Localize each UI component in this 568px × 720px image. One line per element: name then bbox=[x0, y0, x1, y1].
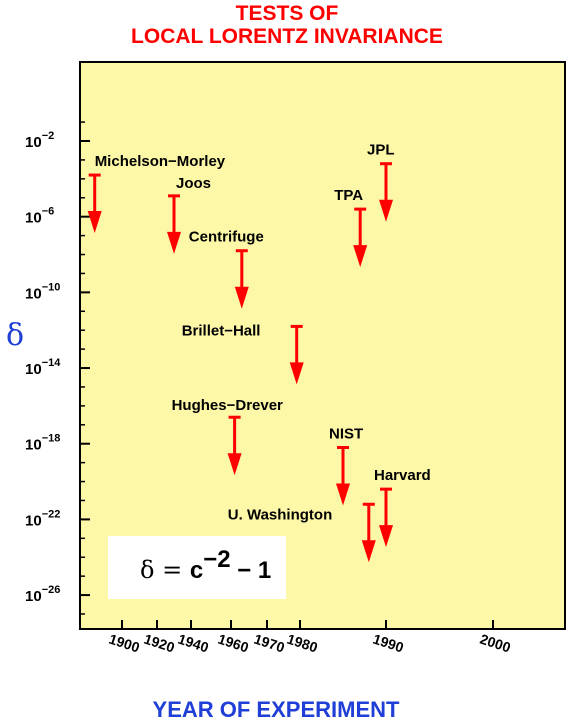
formula-lhs: δ = bbox=[140, 556, 190, 584]
y-tick-base: 10 bbox=[25, 361, 42, 378]
y-axis-label: δ bbox=[6, 318, 24, 353]
limit-arrowhead bbox=[379, 199, 393, 222]
data-point: Harvard bbox=[374, 467, 431, 548]
limit-arrowhead bbox=[234, 286, 249, 309]
limit-arrowhead bbox=[227, 453, 242, 476]
y-tick-exponent: −6 bbox=[42, 206, 55, 218]
y-tick-exponent: −22 bbox=[42, 508, 61, 520]
x-tick-label: 1940 bbox=[176, 631, 211, 656]
y-tick-base: 10 bbox=[25, 285, 42, 302]
plot-area bbox=[79, 61, 566, 630]
y-tick-label: 10−2 bbox=[25, 130, 54, 151]
data-point: Brillet−Hall bbox=[182, 322, 304, 385]
data-point-label: NIST bbox=[329, 426, 363, 443]
data-point: Michelson−Morley bbox=[87, 153, 226, 234]
limit-arrowhead bbox=[379, 525, 393, 548]
data-point-label: Joos bbox=[176, 175, 211, 192]
data-point-label: Michelson−Morley bbox=[95, 153, 226, 170]
data-point: JPL bbox=[367, 142, 395, 222]
y-tick-base: 10 bbox=[25, 210, 42, 227]
limit-arrowhead bbox=[336, 483, 350, 506]
data-point: U. Washington bbox=[228, 502, 376, 563]
data-point: NIST bbox=[329, 426, 363, 506]
y-tick-label: 10−26 bbox=[25, 584, 60, 605]
y-tick-label: 10−6 bbox=[25, 206, 54, 227]
data-point-label: Hughes−Drever bbox=[172, 397, 283, 414]
data-point-label: U. Washington bbox=[228, 506, 332, 523]
y-tick-label: 10−18 bbox=[25, 433, 60, 454]
y-tick-base: 10 bbox=[25, 588, 42, 605]
y-tick-exponent: −10 bbox=[42, 281, 61, 293]
x-tick-label: 2000 bbox=[478, 631, 513, 656]
data-point-label: TPA bbox=[334, 187, 363, 204]
x-axis-label: YEAR OF EXPERIMENT bbox=[153, 697, 400, 720]
x-tick-label: 1960 bbox=[216, 631, 251, 656]
formula-tail: − 1 bbox=[231, 557, 272, 584]
y-tick-exponent: −2 bbox=[42, 130, 55, 142]
data-point: TPA bbox=[334, 187, 368, 268]
x-tick-label: 1970 bbox=[252, 631, 287, 656]
limit-arrowhead bbox=[353, 245, 368, 268]
x-tick-label: 1920 bbox=[142, 631, 177, 656]
formula-text: δ = c−2 − 1 bbox=[140, 546, 271, 584]
y-tick-exponent: −26 bbox=[42, 584, 61, 596]
data-point: Joos bbox=[167, 175, 211, 254]
data-point-label: Centrifuge bbox=[189, 229, 264, 246]
limit-arrowhead bbox=[361, 540, 376, 563]
formula-exponent: −2 bbox=[203, 546, 230, 573]
y-tick-base: 10 bbox=[25, 437, 42, 454]
formula-background bbox=[108, 536, 286, 599]
limit-arrowhead bbox=[167, 231, 181, 254]
x-tick-label: 1900 bbox=[107, 631, 142, 656]
data-point: Centrifuge bbox=[189, 229, 264, 309]
y-tick-exponent: −18 bbox=[42, 433, 61, 445]
y-tick-exponent: −14 bbox=[42, 357, 62, 369]
x-tick-label: 1980 bbox=[285, 631, 320, 656]
y-tick-label: 10−14 bbox=[25, 357, 61, 378]
chart-title-line-1: TESTS OF bbox=[236, 2, 339, 25]
data-point-label: Brillet−Hall bbox=[182, 322, 261, 339]
data-point-label: JPL bbox=[367, 142, 395, 159]
formula-body: c bbox=[190, 557, 203, 584]
limit-arrowhead bbox=[289, 362, 304, 385]
y-tick-label: 10−10 bbox=[25, 281, 60, 302]
y-tick-label: 10−22 bbox=[25, 508, 60, 529]
data-points: Michelson−Morley Joos Centrifuge Brillet−Ha… bbox=[87, 142, 431, 563]
formula-box: δ = c−2 − 1 bbox=[108, 536, 286, 599]
x-tick-label: 1990 bbox=[371, 631, 406, 656]
data-point: Hughes−Drever bbox=[172, 397, 283, 476]
y-tick-base: 10 bbox=[25, 134, 42, 151]
y-tick-base: 10 bbox=[25, 512, 42, 529]
chart-title-line-2: LOCAL LORENTZ INVARIANCE bbox=[131, 25, 443, 48]
data-point-label: Harvard bbox=[374, 467, 431, 484]
limit-arrowhead bbox=[87, 211, 102, 234]
